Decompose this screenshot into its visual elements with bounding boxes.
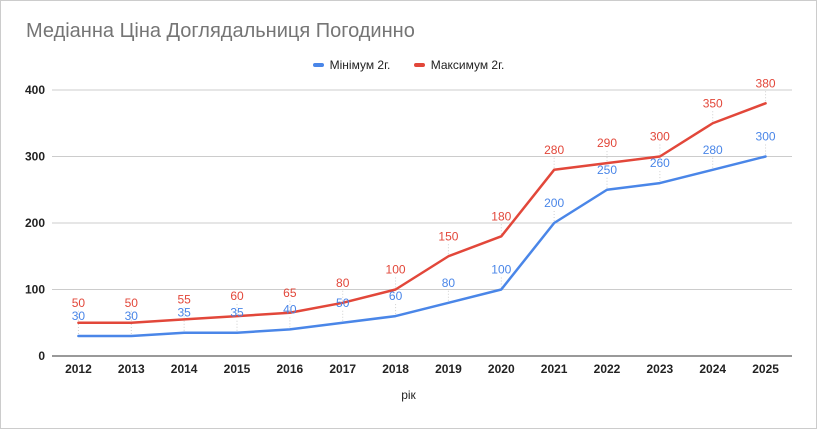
data-label-minimum-2022: 250 [597,163,617,177]
x-tick-label-2020: 2020 [488,362,515,376]
series-line-minimum [77,155,767,338]
x-tick-label-2023: 2023 [647,362,674,376]
data-label-maximum-2015: 60 [230,289,244,303]
x-tick-label-2021: 2021 [541,362,568,376]
legend-label-minimum: Мінімум 2г. [329,58,391,72]
data-label-minimum-2012: 30 [72,309,86,323]
y-tick-label-400: 400 [25,83,45,97]
data-label-maximum-2020: 180 [491,209,511,223]
data-label-minimum-2016: 40 [283,302,297,316]
x-tick-label-2024: 2024 [699,362,726,376]
data-label-minimum-2019: 80 [442,276,456,290]
chart-legend: Мінімум 2г. Максимум 2г. [0,56,817,72]
x-tick-label-2018: 2018 [382,362,409,376]
series-line-maximum [77,102,767,324]
data-label-maximum-2023: 300 [650,130,670,144]
y-tick-label-200: 200 [25,216,45,230]
data-label-maximum-2017: 80 [336,276,350,290]
data-label-maximum-2014: 55 [177,292,191,306]
data-label-minimum-2020: 100 [491,263,511,277]
legend-swatch-maximum [413,63,425,67]
data-label-maximum-2024: 350 [703,96,723,110]
data-label-minimum-2025: 300 [756,130,776,144]
x-axis-label: рік [401,388,416,402]
y-tick-label-100: 100 [25,283,45,297]
chart-title: Медіанна Ціна Доглядальниця Погодинно [26,20,415,42]
data-label-minimum-2013: 30 [125,309,139,323]
data-label-maximum-2021: 280 [544,143,564,157]
data-label-maximum-2018: 100 [386,263,406,277]
x-tick-label-2016: 2016 [277,362,304,376]
data-label-maximum-2025: 380 [756,76,776,90]
data-label-minimum-2014: 35 [177,306,191,320]
data-label-minimum-2017: 50 [336,296,350,310]
legend-item-maximum[interactable]: Максимум 2г. [413,58,505,72]
x-tick-label-2022: 2022 [594,362,621,376]
data-label-maximum-2019: 150 [438,229,458,243]
x-tick-label-2014: 2014 [171,362,198,376]
data-label-minimum-2018: 60 [389,289,403,303]
data-label-minimum-2015: 35 [230,306,244,320]
y-tick-label-300: 300 [25,150,45,164]
data-label-minimum-2021: 200 [544,196,564,210]
data-label-maximum-2016: 65 [283,286,297,300]
x-tick-label-2013: 2013 [118,362,145,376]
data-label-minimum-2023: 260 [650,156,670,170]
y-tick-label-0: 0 [38,349,45,363]
legend-swatch-minimum [312,63,324,67]
x-tick-label-2012: 2012 [65,362,92,376]
x-tick-label-2017: 2017 [329,362,356,376]
data-label-maximum-2012: 50 [72,296,86,310]
x-tick-label-2025: 2025 [752,362,779,376]
data-label-maximum-2013: 50 [125,296,139,310]
legend-label-maximum: Максимум 2г. [430,58,505,72]
legend-item-minimum[interactable]: Мінімум 2г. [312,58,391,72]
x-tick-label-2019: 2019 [435,362,462,376]
data-label-minimum-2024: 280 [703,143,723,157]
x-tick-label-2015: 2015 [224,362,251,376]
data-label-maximum-2022: 290 [597,136,617,150]
